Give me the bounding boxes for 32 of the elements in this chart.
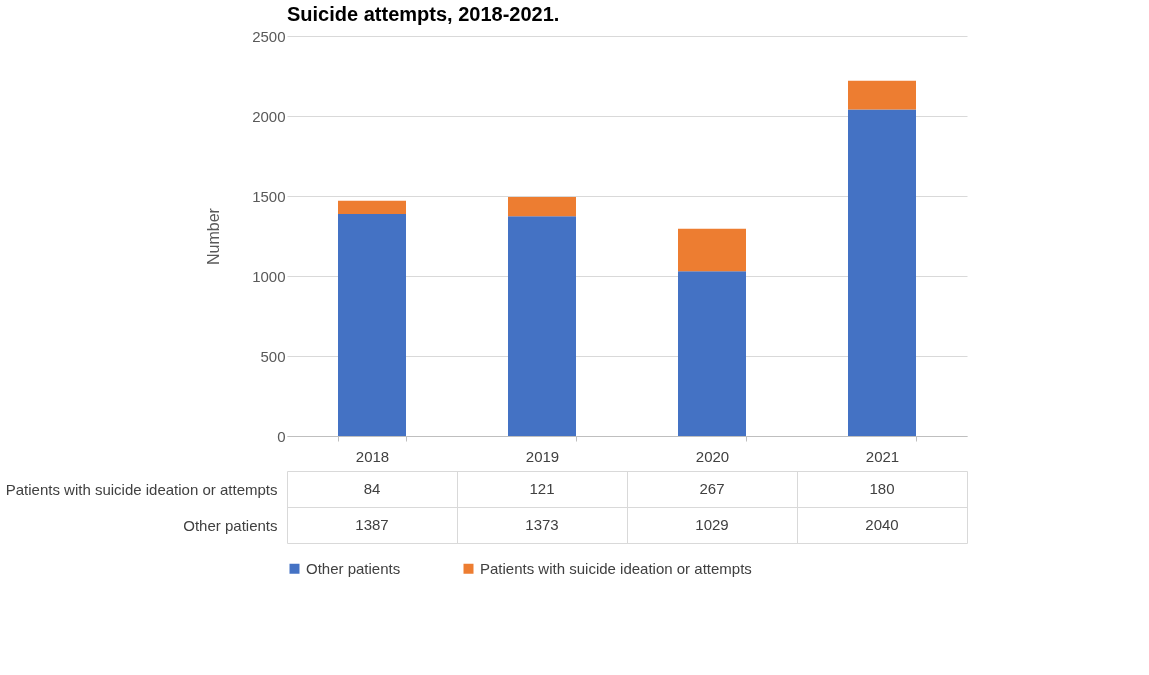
- bar: [848, 80, 916, 110]
- data-label: 1387: [355, 516, 389, 533]
- x-tick-label: 2020: [695, 447, 730, 465]
- data-label: 84: [363, 480, 381, 497]
- bar: [338, 200, 406, 215]
- bar: [678, 228, 746, 272]
- bar: [508, 196, 576, 217]
- text: Patients with suicide ideation or attempts: [5, 480, 278, 498]
- legend-label: Patients with suicide ideation or attempts: [480, 559, 752, 577]
- y-tick-label: 1000: [252, 267, 286, 285]
- y-tick-label: 1500: [252, 187, 286, 205]
- data-label: 180: [869, 480, 895, 497]
- data-label: 1373: [525, 516, 559, 533]
- x-tick-label: 2021: [865, 447, 900, 465]
- legend-label: Other patients: [306, 559, 401, 577]
- bar: [678, 271, 746, 436]
- y-tick-label: 500: [260, 347, 286, 365]
- y-axis-title: Number: [205, 207, 223, 265]
- y-tick-label: 0: [277, 427, 286, 445]
- data-label: 1029: [695, 516, 729, 533]
- y-tick-label: 2500: [252, 27, 286, 45]
- data-label: 2040: [865, 516, 899, 533]
- y-tick-label: 2000: [252, 107, 286, 125]
- bar: [508, 216, 576, 436]
- bar: [848, 109, 916, 436]
- x-tick-label: 2018: [355, 447, 390, 465]
- data-label: 121: [529, 480, 555, 497]
- data-label: 267: [699, 480, 725, 497]
- text: Other patients: [183, 516, 278, 534]
- bar: [338, 214, 406, 436]
- chart-title: Suicide attempts, 2018-2021.: [287, 3, 560, 25]
- x-tick-label: 2019: [525, 447, 560, 465]
